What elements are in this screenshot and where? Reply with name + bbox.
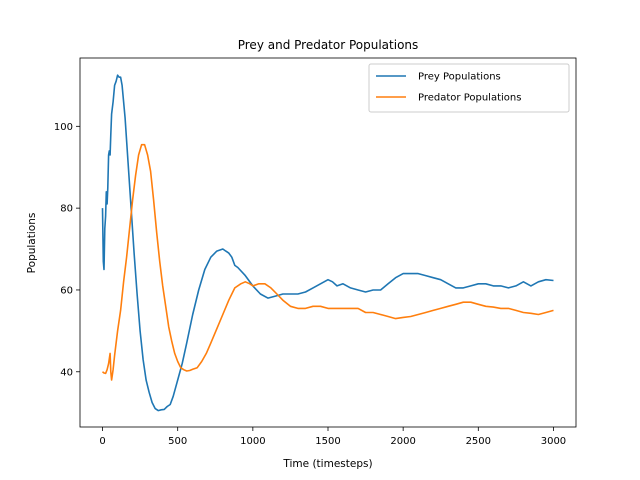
x-tick-label: 500 xyxy=(168,436,187,447)
x-axis: 0 500 1000 1500 2000 2500 3000 xyxy=(99,427,566,447)
y-axis: 40 60 80 100 xyxy=(54,122,80,378)
x-tick-label: 1000 xyxy=(240,436,265,447)
x-tick-label: 0 xyxy=(99,436,105,447)
series-line-predator xyxy=(102,143,554,381)
legend-label-prey: Prey Populations xyxy=(418,72,501,83)
series-line-prey xyxy=(101,74,554,412)
plot-lines xyxy=(101,74,554,412)
legend-label-predator: Predator Populations xyxy=(418,93,521,104)
y-tick-label: 100 xyxy=(54,122,73,133)
y-axis-label: Populations xyxy=(26,213,38,274)
x-tick-label: 3000 xyxy=(541,436,566,447)
x-axis-label: Time (timesteps) xyxy=(282,458,372,470)
y-tick-label: 80 xyxy=(60,204,73,215)
legend: Prey Populations Predator Populations xyxy=(368,63,570,113)
y-tick-label: 40 xyxy=(60,367,73,378)
chart-title: Prey and Predator Populations xyxy=(238,38,419,52)
x-tick-label: 2000 xyxy=(390,436,415,447)
x-tick-label: 2500 xyxy=(466,436,491,447)
y-tick-label: 60 xyxy=(60,285,73,296)
legend-box xyxy=(368,63,570,113)
x-tick-label: 1500 xyxy=(315,436,340,447)
